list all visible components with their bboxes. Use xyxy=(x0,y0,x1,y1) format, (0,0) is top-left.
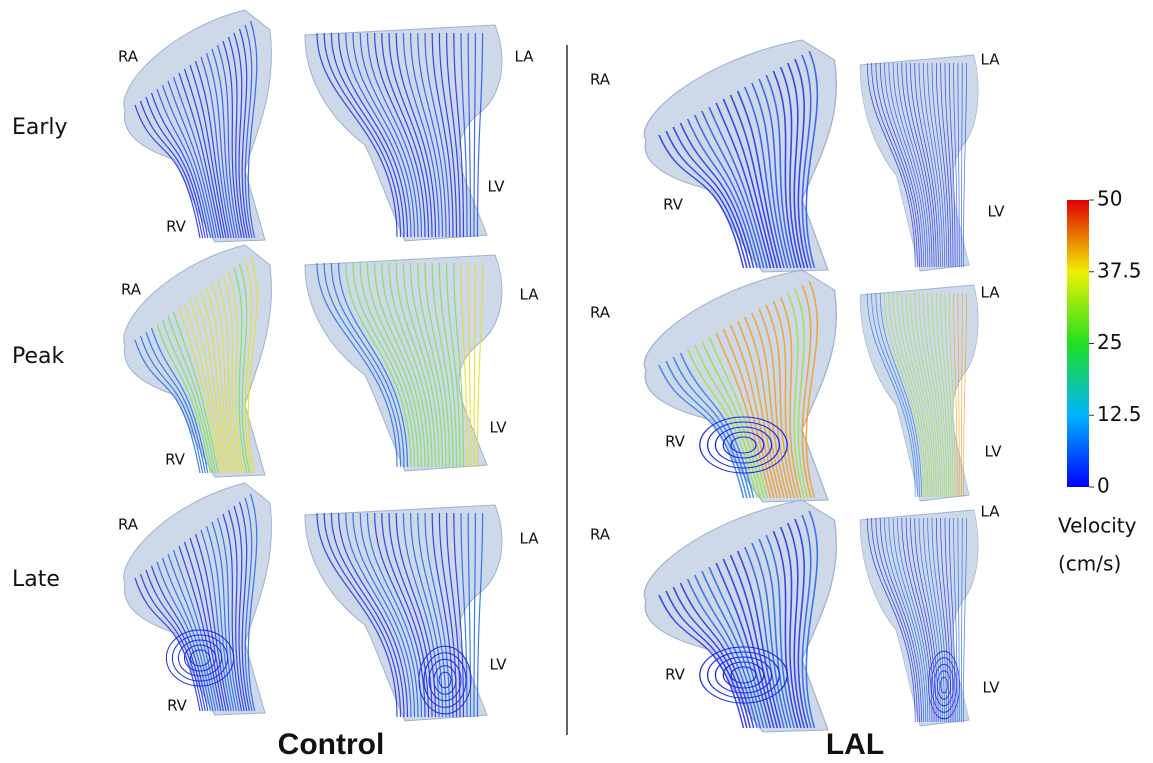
left-heart xyxy=(860,510,978,726)
left-heart xyxy=(860,285,978,501)
chamber-label: LV xyxy=(490,419,508,437)
right-heart xyxy=(124,483,272,715)
chamber-label: RV xyxy=(167,697,188,715)
chamber-label: RV xyxy=(165,451,186,469)
chamber-label: LV xyxy=(488,178,506,196)
right-heart xyxy=(124,245,272,477)
chamber-label: LV xyxy=(988,203,1006,221)
chamber-label: LA xyxy=(520,286,540,304)
left-heart xyxy=(305,505,502,721)
chamber-label: LA xyxy=(520,530,540,548)
row-label: Late xyxy=(12,567,60,592)
chamber-label: LA xyxy=(981,51,1001,69)
right-heart xyxy=(124,10,272,242)
chamber-label: RA xyxy=(118,48,139,66)
chamber-label: RV xyxy=(166,218,187,236)
figure: Early Peak Late Control LAL Velocity (cm… xyxy=(0,0,1153,763)
colorbar-title: Velocity xyxy=(1058,514,1137,538)
chamber-label: RA xyxy=(118,516,139,534)
colorbar xyxy=(1067,200,1089,487)
chamber-label: LV xyxy=(985,443,1003,461)
chamber-label: RV xyxy=(665,666,686,684)
colorbar-tick-label: 37.5 xyxy=(1097,258,1142,282)
chamber-label: LA xyxy=(981,284,1001,302)
left-heart xyxy=(305,25,502,241)
right-heart xyxy=(644,500,836,732)
column-label: Control xyxy=(278,728,385,761)
column-label: LAL xyxy=(826,728,884,761)
colorbar-tick-label: 25 xyxy=(1097,330,1122,354)
right-heart xyxy=(644,270,836,502)
row-label: Early xyxy=(12,115,68,140)
chamber-label: RA xyxy=(121,281,142,299)
right-heart xyxy=(644,40,836,272)
chamber-label: RA xyxy=(590,304,611,322)
row-label: Peak xyxy=(12,344,64,369)
colorbar-tick-label: 12.5 xyxy=(1097,402,1142,426)
left-heart xyxy=(860,55,978,271)
chamber-label: RA xyxy=(590,71,611,89)
chamber-label: LV xyxy=(983,679,1001,697)
chamber-label: LA xyxy=(515,48,535,66)
colorbar-title: (cm/s) xyxy=(1058,552,1121,576)
chamber-label: LA xyxy=(981,503,1001,521)
colorbar-tick-label: 0 xyxy=(1097,474,1110,498)
chamber-label: RA xyxy=(590,526,611,544)
left-heart xyxy=(305,255,502,471)
chamber-label: RV xyxy=(665,433,686,451)
panels: 50 37.5 25 12.5 0 RA RV LA LV RA RV LA LV RA RV LA LV RA R… xyxy=(118,10,1142,732)
chamber-label: LV xyxy=(490,656,508,674)
colorbar-tick-label: 50 xyxy=(1097,187,1122,211)
chamber-label: RV xyxy=(663,196,684,214)
